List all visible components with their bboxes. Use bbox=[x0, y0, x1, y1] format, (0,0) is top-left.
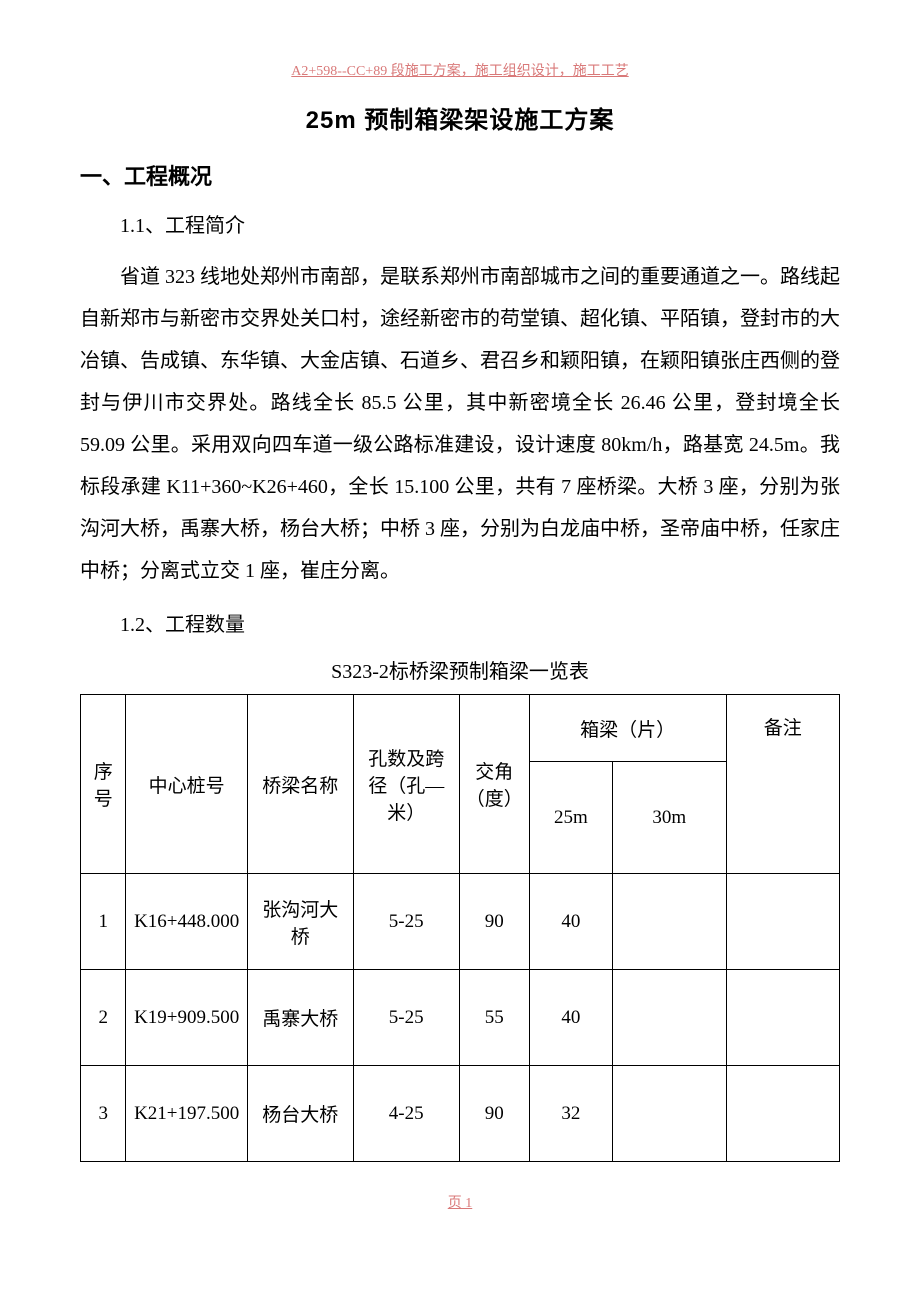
table-header-row-1: 序号 中心桩号 桥梁名称 孔数及跨径（孔—米） 交角（度） 箱梁（片） 备注 bbox=[81, 695, 840, 762]
cell-center-pile: K19+909.500 bbox=[126, 970, 247, 1066]
cell-spans: 5-25 bbox=[353, 874, 459, 970]
section-heading-1: 一、工程概况 bbox=[80, 159, 840, 191]
bridge-table: 序号 中心桩号 桥梁名称 孔数及跨径（孔—米） 交角（度） 箱梁（片） 备注 2… bbox=[80, 694, 840, 1162]
cell-angle: 55 bbox=[459, 970, 529, 1066]
th-box25: 25m bbox=[529, 762, 612, 874]
cell-remark bbox=[726, 874, 840, 970]
cell-seq: 3 bbox=[81, 1066, 126, 1162]
cell-bridge-name: 禹寨大桥 bbox=[247, 970, 353, 1066]
cell-spans: 5-25 bbox=[353, 970, 459, 1066]
th-center-pile: 中心桩号 bbox=[126, 695, 247, 874]
table-row: 2 K19+909.500 禹寨大桥 5-25 55 40 bbox=[81, 970, 840, 1066]
cell-remark bbox=[726, 1066, 840, 1162]
cell-box25: 32 bbox=[529, 1066, 612, 1162]
cell-box25: 40 bbox=[529, 874, 612, 970]
cell-center-pile: K21+197.500 bbox=[126, 1066, 247, 1162]
cell-angle: 90 bbox=[459, 874, 529, 970]
th-box30: 30m bbox=[613, 762, 727, 874]
cell-bridge-name: 杨台大桥 bbox=[247, 1066, 353, 1162]
subsection-1-1-paragraph: 省道 323 线地处郑州市南部，是联系郑州市南部城市之间的重要通道之一。路线起自… bbox=[80, 256, 840, 592]
cell-spans: 4-25 bbox=[353, 1066, 459, 1162]
th-bridge-name: 桥梁名称 bbox=[247, 695, 353, 874]
th-box-beam: 箱梁（片） bbox=[529, 695, 726, 762]
cell-box30 bbox=[613, 874, 727, 970]
th-spans: 孔数及跨径（孔—米） bbox=[353, 695, 459, 874]
cell-box25: 40 bbox=[529, 970, 612, 1066]
table-head: 序号 中心桩号 桥梁名称 孔数及跨径（孔—米） 交角（度） 箱梁（片） 备注 2… bbox=[81, 695, 840, 874]
subsection-1-2-label: 1.2、工程数量 bbox=[80, 608, 840, 637]
subsection-1-1-label: 1.1、工程简介 bbox=[80, 209, 840, 238]
cell-angle: 90 bbox=[459, 1066, 529, 1162]
cell-box30 bbox=[613, 970, 727, 1066]
cell-bridge-name: 张沟河大桥 bbox=[247, 874, 353, 970]
cell-center-pile: K16+448.000 bbox=[126, 874, 247, 970]
cell-box30 bbox=[613, 1066, 727, 1162]
cell-remark bbox=[726, 970, 840, 1066]
page-header: A2+598--CC+89 段施工方案，施工组织设计，施工工艺 bbox=[80, 60, 840, 80]
th-angle: 交角（度） bbox=[459, 695, 529, 874]
cell-seq: 2 bbox=[81, 970, 126, 1066]
table-body: 1 K16+448.000 张沟河大桥 5-25 90 40 2 K19+909… bbox=[81, 874, 840, 1162]
page-number: 页 1 bbox=[80, 1192, 840, 1212]
table-row: 1 K16+448.000 张沟河大桥 5-25 90 40 bbox=[81, 874, 840, 970]
document-page: A2+598--CC+89 段施工方案，施工组织设计，施工工艺 25m 预制箱梁… bbox=[0, 0, 920, 1252]
th-seq: 序号 bbox=[81, 695, 126, 874]
document-title: 25m 预制箱梁架设施工方案 bbox=[80, 100, 840, 135]
cell-seq: 1 bbox=[81, 874, 126, 970]
table-caption: S323-2标桥梁预制箱梁一览表 bbox=[80, 655, 840, 684]
table-row: 3 K21+197.500 杨台大桥 4-25 90 32 bbox=[81, 1066, 840, 1162]
th-remark: 备注 bbox=[726, 695, 840, 874]
